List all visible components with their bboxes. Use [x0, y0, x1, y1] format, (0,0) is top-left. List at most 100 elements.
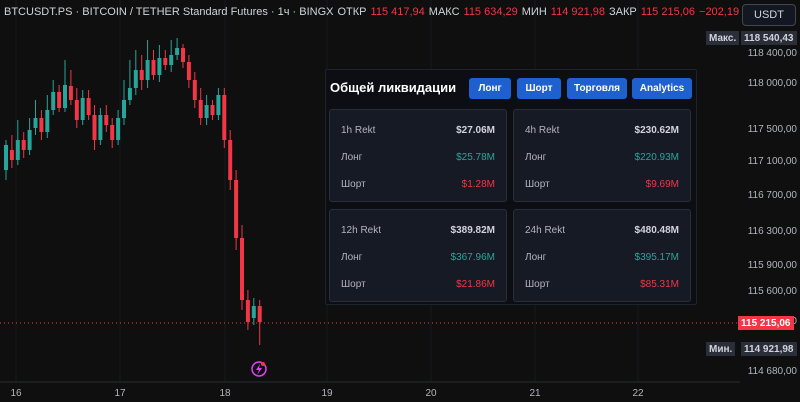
- card-short-value: $1.28M: [461, 179, 495, 190]
- symbol-title: BTCUSDT.PS · BITCOIN / TETHER Standard F…: [4, 6, 334, 18]
- open-label: ОТКР: [337, 6, 367, 18]
- candle-body: [234, 180, 239, 238]
- price-tick-label: 118 000,00: [748, 78, 798, 89]
- card-short-value: $9.69M: [645, 179, 679, 190]
- card-total: $27.06M: [456, 125, 495, 136]
- high-value: 115 634,29: [463, 6, 518, 18]
- card-long-value: $367.96M: [450, 252, 495, 263]
- candle-body: [9, 150, 14, 160]
- candle-body: [228, 140, 233, 180]
- card-period: 24h Rekt: [525, 225, 566, 236]
- tab-short[interactable]: Шорт: [517, 78, 561, 99]
- candle-body: [92, 115, 97, 140]
- candle-body: [216, 95, 221, 115]
- price-tick-label: 117 500,00: [748, 124, 798, 135]
- lightning-icon[interactable]: [251, 361, 267, 377]
- time-tick-label: 16: [10, 388, 22, 399]
- candle-body: [110, 125, 115, 140]
- candle-body: [210, 105, 215, 115]
- rekt-card-1h: 1h Rekt $27.06M Лонг $25.78M Шорт $1.28M: [329, 109, 507, 202]
- symbol-ohlc-header: BTCUSDT.PS · BITCOIN / TETHER Standard F…: [4, 6, 787, 18]
- card-long-value: $220.93M: [634, 152, 679, 163]
- time-tick-label: 19: [321, 388, 333, 399]
- rekt-card-12h: 12h Rekt $389.82M Лонг $367.96M Шорт $21.86…: [329, 209, 507, 302]
- price-tick-label: 118 400,00: [748, 48, 798, 59]
- card-long-value: $395.17M: [634, 252, 679, 263]
- time-tick-label: 20: [425, 388, 437, 399]
- price-tick-label: 115 900,00: [748, 260, 798, 271]
- card-short-label: Шорт: [341, 179, 366, 190]
- card-short-label: Шорт: [525, 179, 550, 190]
- card-long-label: Лонг: [525, 152, 547, 163]
- card-period: 1h Rekt: [341, 125, 376, 136]
- low-value: 114 921,98: [550, 6, 606, 18]
- price-tick-label: 116 300,00: [748, 226, 798, 237]
- candle-body: [116, 118, 121, 140]
- card-long-value: $25.78M: [456, 152, 495, 163]
- candle-body: [163, 58, 168, 65]
- time-tick-label: 22: [632, 388, 644, 399]
- card-short-label: Шорт: [341, 279, 366, 290]
- candle-body: [57, 92, 62, 108]
- close-label: ЗАКР: [609, 6, 637, 18]
- candle-body: [21, 140, 26, 150]
- time-axis: 16 17 18 19 20 21 22: [10, 388, 644, 399]
- tab-analytics[interactable]: Analytics: [632, 78, 692, 99]
- low-label: МИН: [521, 6, 547, 18]
- high-label: МАКС: [428, 6, 460, 18]
- candle-body: [68, 86, 73, 100]
- candle-body: [104, 115, 109, 125]
- tab-long[interactable]: Лонг: [469, 78, 511, 99]
- candle-body: [204, 105, 209, 118]
- candle-body: [222, 95, 227, 140]
- max-price-value: 118 540,43: [741, 31, 797, 45]
- candle-body: [251, 306, 256, 318]
- candle-body: [51, 92, 56, 110]
- last-price-badge: 115 215,06: [738, 316, 794, 330]
- candle-body: [145, 60, 150, 80]
- candlesticks: [4, 38, 262, 345]
- card-total: $480.48M: [634, 225, 679, 236]
- open-value: 115 417,94: [370, 6, 425, 18]
- close-value: 115 215,06: [640, 6, 696, 18]
- candle-body: [175, 48, 180, 55]
- candle-body: [151, 60, 156, 75]
- candle-body: [39, 118, 44, 132]
- card-period: 12h Rekt: [341, 225, 382, 236]
- candle-body: [157, 58, 162, 75]
- candle-body: [86, 98, 91, 115]
- candle-body: [257, 306, 262, 322]
- candle-body: [74, 100, 79, 120]
- rekt-card-4h: 4h Rekt $230.62M Лонг $220.93M Шорт $9.69M: [513, 109, 691, 202]
- panel-title: Общей ликвидации: [330, 80, 457, 95]
- time-tick-label: 17: [114, 388, 126, 399]
- candle-body: [192, 80, 197, 100]
- card-total: $230.62M: [634, 125, 679, 136]
- tab-trading[interactable]: Торговля: [567, 78, 627, 99]
- min-price-label: Мин.: [706, 342, 736, 356]
- candle-body: [33, 118, 38, 128]
- card-short-value: $21.86M: [456, 279, 495, 290]
- candle-body: [240, 238, 244, 300]
- card-short-label: Шорт: [525, 279, 550, 290]
- candle-body: [45, 110, 50, 132]
- min-price-value: 114 921,98: [741, 342, 797, 356]
- card-long-label: Лонг: [341, 152, 363, 163]
- price-tick-label: 114 680,00: [748, 366, 798, 377]
- candle-body: [15, 140, 20, 160]
- candle-body: [245, 300, 250, 322]
- card-long-label: Лонг: [525, 252, 547, 263]
- max-price-label: Макс.: [706, 31, 740, 45]
- candle-body: [127, 88, 132, 100]
- rekt-card-24h: 24h Rekt $480.48M Лонг $395.17M Шорт $85.31…: [513, 209, 691, 302]
- candle-body: [4, 145, 8, 170]
- candle-body: [198, 100, 203, 118]
- price-tick-label: 116 700,00: [748, 190, 798, 201]
- price-tick-label: 115 600,00: [748, 286, 798, 297]
- card-period: 4h Rekt: [525, 125, 560, 136]
- candle-body: [139, 70, 144, 80]
- candle-body: [169, 55, 174, 65]
- currency-button[interactable]: USDT: [742, 4, 796, 26]
- time-tick-label: 18: [219, 388, 231, 399]
